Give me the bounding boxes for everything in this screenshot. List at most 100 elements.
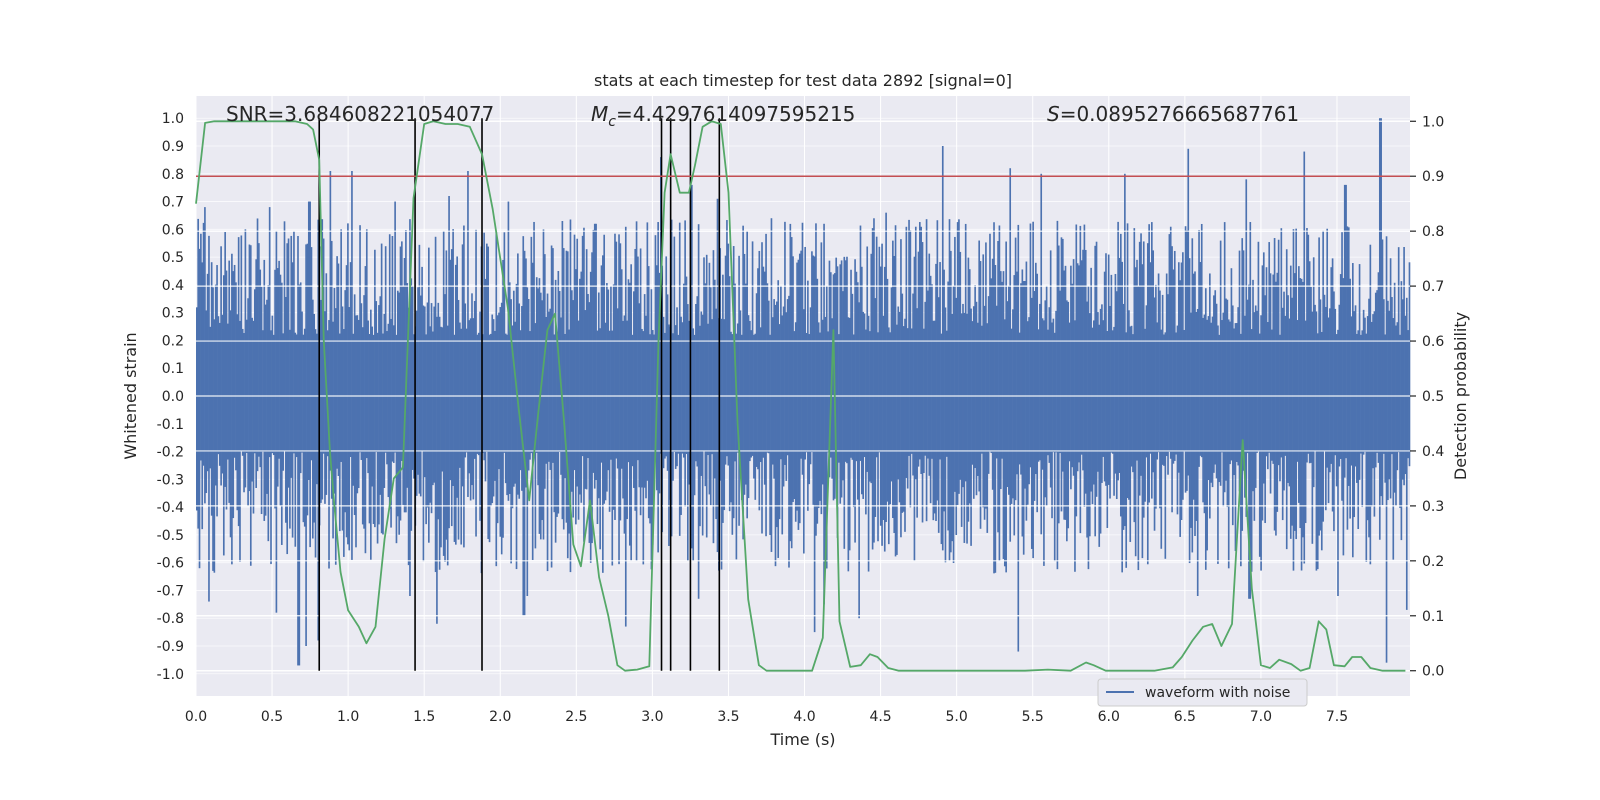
waveform-sample bbox=[403, 257, 406, 513]
waveform-sample bbox=[556, 331, 558, 517]
waveform-sample bbox=[905, 226, 908, 478]
waveform-sample bbox=[982, 254, 985, 508]
waveform-sample bbox=[1129, 326, 1132, 542]
waveform-sample bbox=[535, 277, 538, 453]
waveform-sample bbox=[251, 317, 253, 482]
waveform-sample bbox=[766, 283, 769, 453]
waveform-sample bbox=[454, 264, 457, 545]
waveform-sample bbox=[1010, 328, 1013, 504]
waveform-sample bbox=[958, 219, 960, 494]
waveform-sample bbox=[233, 264, 236, 458]
waveform-sample bbox=[1021, 269, 1024, 537]
waveform-sample bbox=[306, 243, 309, 516]
waveform-sample bbox=[1115, 291, 1118, 500]
waveform-sample bbox=[1334, 308, 1337, 456]
waveform-sample bbox=[767, 300, 770, 454]
waveform-sample bbox=[585, 249, 588, 490]
waveform-sample bbox=[678, 222, 681, 536]
waveform-sample bbox=[1231, 305, 1234, 526]
waveform-sample bbox=[769, 334, 771, 535]
waveform-sample bbox=[1095, 241, 1098, 497]
waveform-sample bbox=[1151, 222, 1153, 499]
waveform-sample bbox=[850, 269, 852, 458]
waveform-sample bbox=[897, 306, 900, 480]
waveform-sample bbox=[882, 315, 885, 520]
waveform-sample bbox=[1353, 311, 1355, 518]
waveform-sample bbox=[390, 318, 392, 528]
waveform-sample bbox=[508, 282, 511, 494]
waveform-sample bbox=[221, 314, 224, 474]
waveform-sample bbox=[541, 300, 543, 521]
waveform-sample bbox=[1009, 168, 1012, 542]
waveform-sample bbox=[697, 224, 700, 599]
waveform-sample bbox=[320, 299, 322, 503]
waveform-sample bbox=[334, 308, 337, 565]
waveform-sample bbox=[1068, 322, 1071, 462]
waveform-sample bbox=[805, 332, 808, 453]
waveform-sample bbox=[1288, 318, 1291, 487]
waveform-sample bbox=[237, 237, 240, 527]
waveform-sample bbox=[914, 226, 917, 480]
waveform-sample bbox=[1238, 250, 1241, 492]
chirp-mass-symbol: M bbox=[591, 102, 608, 126]
waveform-sample bbox=[890, 287, 893, 482]
waveform-sample bbox=[602, 255, 604, 573]
waveform-sample bbox=[537, 288, 539, 486]
waveform-sample bbox=[1191, 238, 1194, 553]
waveform-sample bbox=[823, 223, 825, 605]
waveform-sample bbox=[954, 236, 956, 492]
waveform-sample bbox=[959, 251, 962, 480]
waveform-sample bbox=[739, 310, 742, 468]
waveform-sample bbox=[920, 226, 922, 474]
waveform-sample bbox=[765, 233, 767, 537]
waveform-sample bbox=[824, 316, 827, 559]
waveform-sample bbox=[843, 256, 846, 549]
waveform-sample bbox=[448, 196, 450, 529]
waveform-sample bbox=[732, 246, 735, 519]
waveform-sample bbox=[610, 286, 612, 460]
waveform-sample bbox=[1252, 279, 1254, 492]
waveform-sample bbox=[214, 284, 217, 486]
waveform-sample bbox=[728, 276, 731, 512]
waveform-sample bbox=[351, 171, 353, 560]
waveform-sample bbox=[372, 334, 375, 524]
waveform-sample bbox=[1264, 295, 1266, 524]
waveform-sample bbox=[924, 301, 927, 456]
y2-tick-label: 0.1 bbox=[1422, 609, 1444, 625]
waveform-sample bbox=[1213, 295, 1215, 473]
y-axis-ticks: 1.0 0.9 0.8 0.7 0.6 0.5 0.4 0.3 0.2 0.1 0.0 -0.1 -0.… bbox=[157, 111, 184, 683]
waveform-sample bbox=[465, 328, 468, 453]
waveform-sample bbox=[1281, 307, 1284, 521]
waveform-sample bbox=[492, 319, 495, 497]
waveform-sample bbox=[205, 310, 208, 494]
waveform-sample bbox=[276, 268, 279, 487]
waveform-sample bbox=[370, 309, 372, 560]
waveform-sample bbox=[750, 330, 753, 458]
waveform-sample bbox=[1164, 332, 1167, 559]
waveform-sample bbox=[1005, 241, 1007, 573]
waveform-sample bbox=[1320, 331, 1323, 551]
waveform-sample bbox=[722, 274, 724, 523]
waveform-sample bbox=[1365, 333, 1368, 562]
waveform-sample bbox=[631, 334, 634, 467]
waveform-sample bbox=[813, 256, 816, 633]
waveform-sample bbox=[523, 250, 526, 616]
waveform-sample bbox=[672, 333, 674, 481]
waveform-sample bbox=[1190, 312, 1192, 528]
detection-probability-series bbox=[195, 120, 1406, 672]
waveform-sample bbox=[229, 310, 232, 538]
waveform-sample bbox=[633, 291, 635, 488]
waveform-sample bbox=[495, 231, 498, 567]
waveform-sample bbox=[947, 281, 949, 531]
waveform-sample bbox=[889, 332, 891, 505]
waveform-sample bbox=[1014, 237, 1017, 501]
y-tick-label: -0.6 bbox=[157, 556, 184, 572]
waveform-sample bbox=[1400, 281, 1403, 541]
waveform-sample bbox=[1074, 320, 1076, 572]
waveform-sample bbox=[544, 254, 546, 489]
waveform-sample bbox=[494, 330, 496, 481]
waveform-sample bbox=[240, 235, 243, 452]
waveform-sample bbox=[887, 327, 890, 545]
waveform-sample bbox=[1182, 252, 1184, 500]
y-tick-label: -0.1 bbox=[157, 417, 184, 433]
